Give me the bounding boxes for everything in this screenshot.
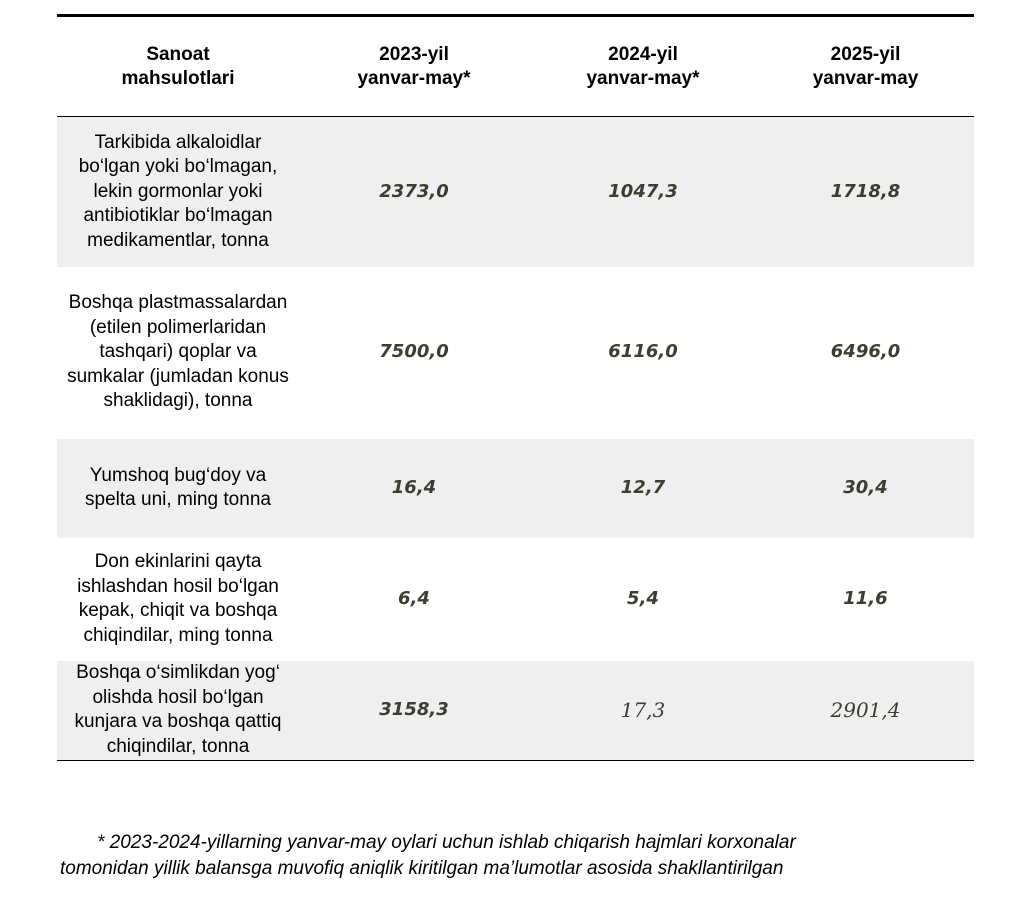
value-2024: 12,7 — [529, 438, 757, 538]
product-name: Boshqa plastmassalardan (etilen polimerl… — [67, 292, 289, 412]
value-2023: 6,4 — [398, 587, 430, 609]
header-2024: 2024-yil yanvar-may* — [529, 14, 757, 117]
value-2023: 2373,0 — [299, 116, 529, 267]
production-table: Sanoat mahsulotlari 2023-yil yanvar-may*… — [57, 14, 974, 761]
table-row: Tarkibida alkaloidlar bo‘lgan yoki bo‘lm… — [57, 116, 974, 267]
value-2024: 6116,0 — [608, 341, 678, 363]
table-header-row: Sanoat mahsulotlari 2023-yil yanvar-may*… — [57, 14, 974, 117]
product-name: Boshqa o‘simlikdan yog‘ olishda hosil bo… — [57, 660, 299, 761]
header-products: Sanoat mahsulotlari — [57, 14, 299, 117]
footnote-line-2: tomonidan yillik balansga muvofiq aniqli… — [60, 858, 784, 879]
value-2023: 7500,0 — [379, 341, 449, 363]
value-2025: 30,4 — [757, 438, 974, 538]
footnote: * 2023-2024-yillarning yanvar-may oylari… — [60, 830, 960, 882]
value-2025: 2901,4 — [757, 660, 974, 761]
table-row: Yumshoq bug‘doy va spelta uni, ming tonn… — [57, 438, 974, 538]
value-2024: 1047,3 — [529, 116, 757, 267]
value-2024: 5,4 — [627, 587, 659, 609]
product-name: Yumshoq bug‘doy va spelta uni, ming tonn… — [57, 438, 299, 538]
table-row: Don ekinlarini qayta ishlashdan hosil bo… — [57, 538, 974, 661]
product-name: Don ekinlarini qayta ishlashdan hosil bo… — [77, 551, 279, 646]
value-2023: 3158,3 — [299, 660, 529, 761]
table-row: Boshqa o‘simlikdan yog‘ olishda hosil bo… — [57, 660, 974, 761]
value-2025: 11,6 — [843, 587, 888, 609]
value-2025: 6496,0 — [830, 341, 901, 363]
table-row: Boshqa plastmassalardan (etilen polimerl… — [57, 267, 974, 439]
value-2023: 16,4 — [299, 438, 529, 538]
header-2023: 2023-yil yanvar-may* — [299, 14, 529, 117]
value-2025: 1718,8 — [757, 116, 974, 267]
product-name: Tarkibida alkaloidlar bo‘lgan yoki bo‘lm… — [57, 116, 299, 267]
production-table-container: Sanoat mahsulotlari 2023-yil yanvar-may*… — [57, 14, 974, 761]
value-2024: 17,3 — [529, 660, 757, 761]
header-2025: 2025-yil yanvar-may — [757, 14, 974, 117]
footnote-line-1: * 2023-2024-yillarning yanvar-may oylari… — [97, 832, 796, 853]
